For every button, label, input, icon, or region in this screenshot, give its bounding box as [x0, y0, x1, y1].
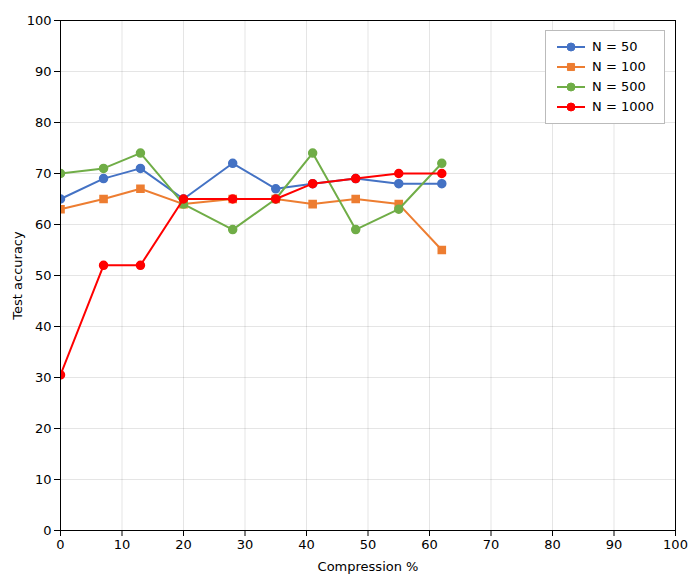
svg-text:80: 80	[544, 537, 561, 552]
svg-text:70: 70	[483, 537, 500, 552]
svg-text:80: 80	[35, 115, 52, 130]
svg-text:30: 30	[35, 370, 52, 385]
html-text:N = 100: N = 100	[592, 59, 646, 74]
svg-text:90: 90	[606, 537, 623, 552]
svg-text:60: 60	[35, 217, 52, 232]
html-text:N = 50: N = 50	[592, 39, 638, 54]
html-text:N = 1000: N = 1000	[592, 99, 654, 114]
svg-text:0: 0	[43, 523, 51, 538]
svg-text:30: 30	[237, 537, 254, 552]
svg-text:60: 60	[421, 537, 438, 552]
svg-text:40: 40	[298, 537, 315, 552]
svg-text:40: 40	[35, 319, 52, 334]
svg-text:50: 50	[360, 537, 377, 552]
svg-text:Compression %: Compression %	[318, 559, 419, 574]
svg-text:90: 90	[35, 64, 52, 79]
svg-text:50: 50	[35, 268, 52, 283]
svg-text:70: 70	[35, 166, 52, 181]
svg-text:0: 0	[56, 537, 64, 552]
svg-text:100: 100	[663, 537, 688, 552]
svg-text:Test accuracy: Test accuracy	[10, 231, 25, 321]
svg-text:10: 10	[35, 472, 52, 487]
svg-text:20: 20	[175, 537, 192, 552]
svg-text:10: 10	[114, 537, 131, 552]
html-text:N = 500: N = 500	[592, 79, 646, 94]
svg-text:100: 100	[27, 13, 52, 28]
svg-text:20: 20	[35, 421, 52, 436]
